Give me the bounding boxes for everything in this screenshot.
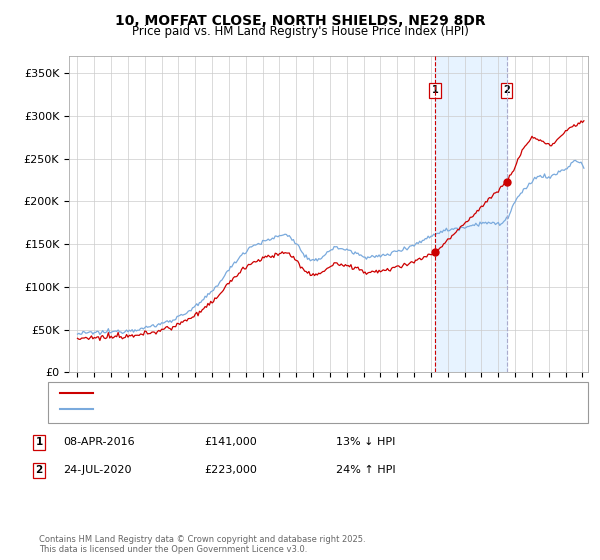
Text: 10, MOFFAT CLOSE, NORTH SHIELDS, NE29 8DR: 10, MOFFAT CLOSE, NORTH SHIELDS, NE29 8D… (115, 14, 485, 28)
Text: 24-JUL-2020: 24-JUL-2020 (63, 465, 131, 475)
Text: £141,000: £141,000 (204, 437, 257, 447)
Text: 2: 2 (35, 465, 43, 475)
Text: 2: 2 (503, 85, 510, 95)
Text: 10, MOFFAT CLOSE, NORTH SHIELDS, NE29 8DR (semi-detached house): 10, MOFFAT CLOSE, NORTH SHIELDS, NE29 8D… (99, 388, 470, 398)
Text: Contains HM Land Registry data © Crown copyright and database right 2025.
This d: Contains HM Land Registry data © Crown c… (39, 535, 365, 554)
Text: 13% ↓ HPI: 13% ↓ HPI (336, 437, 395, 447)
Text: Price paid vs. HM Land Registry's House Price Index (HPI): Price paid vs. HM Land Registry's House … (131, 25, 469, 38)
Text: 08-APR-2016: 08-APR-2016 (63, 437, 134, 447)
Text: 24% ↑ HPI: 24% ↑ HPI (336, 465, 395, 475)
Text: £223,000: £223,000 (204, 465, 257, 475)
Text: 1: 1 (35, 437, 43, 447)
Text: 1: 1 (432, 85, 439, 95)
Text: HPI: Average price, semi-detached house, North Tyneside: HPI: Average price, semi-detached house,… (99, 404, 398, 414)
Bar (435, 56, 506, 372)
